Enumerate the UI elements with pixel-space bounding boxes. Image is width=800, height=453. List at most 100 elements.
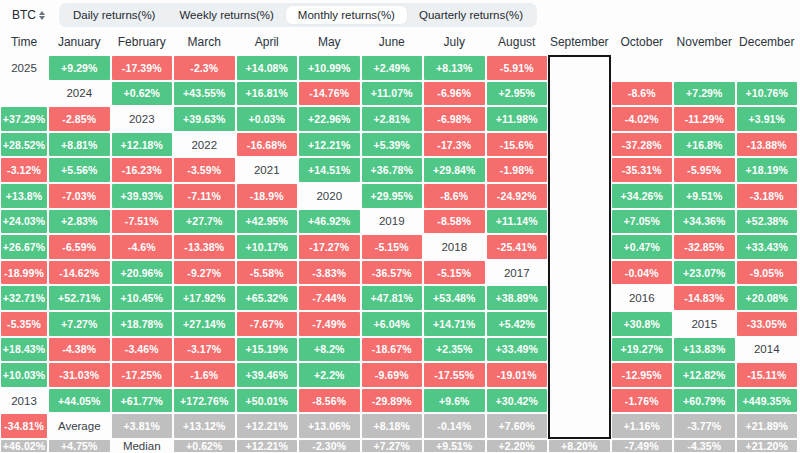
return-cell-2013-october: +60.79% (674, 389, 735, 413)
column-header-june: June (361, 28, 424, 55)
row-label-2024: 2024 (48, 81, 111, 107)
return-cell-2018-august: -9.27% (174, 261, 235, 285)
return-cell-2018-december: -5.15% (424, 261, 485, 285)
return-cell-2020-february: -8.6% (424, 184, 485, 208)
column-header-october: October (611, 28, 674, 55)
return-cell-2020-august: +2.83% (49, 210, 110, 234)
return-cell-2018-april: +33.43% (737, 235, 798, 259)
return-cell-average-february: +13.12% (174, 414, 235, 438)
return-cell-median-august: -7.49% (612, 440, 673, 452)
column-header-april: April (236, 28, 299, 55)
return-cell-median-february: +12.21% (237, 440, 298, 452)
return-cell-2016-january: -14.83% (674, 286, 735, 310)
return-cell-2017-january: -0.04% (612, 261, 673, 285)
tab-quarterly-returns[interactable]: Quarterly returns(%) (407, 6, 535, 24)
return-cell-2015-april: -3.46% (112, 338, 173, 362)
column-header-may: May (298, 28, 361, 55)
return-cell-2021-february: +36.78% (362, 158, 423, 182)
tab-daily-returns[interactable]: Daily returns(%) (61, 6, 167, 24)
return-cell-2015-march: -4.38% (49, 338, 110, 362)
return-cell-2019-june: +26.67% (1, 235, 47, 259)
return-cell-average-may: +8.18% (362, 414, 423, 438)
highlighted-column-box (548, 55, 611, 439)
return-cell-2020-april: +34.26% (612, 184, 673, 208)
return-cell-2020-december: +46.92% (299, 210, 360, 234)
return-cell-2021-may: -35.31% (612, 158, 673, 182)
return-cell-2022-february: +12.21% (299, 133, 360, 157)
return-cell-2016-july: -7.67% (237, 312, 298, 336)
return-cell-2020-september: -7.51% (112, 210, 173, 234)
return-cell-2023-may: -6.98% (424, 107, 485, 131)
return-cell-2024-october: +10.76% (737, 82, 798, 106)
time-column-header: Time (0, 28, 48, 55)
row-label-2021: 2021 (236, 157, 299, 183)
return-cell-2013-february: +61.77% (112, 389, 173, 413)
return-cell-2023-april: +2.81% (362, 107, 423, 131)
column-header-september: September (548, 28, 611, 55)
empty-cell (674, 56, 735, 80)
tab-monthly-returns[interactable]: Monthly returns(%) (286, 6, 407, 24)
return-cell-2022-december: -3.59% (174, 158, 235, 182)
return-cell-2017-june: +10.45% (112, 286, 173, 310)
return-cell-2015-november: +19.27% (612, 338, 673, 362)
return-cell-average-august: +1.16% (612, 414, 673, 438)
empty-cell (1, 82, 47, 106)
tab-weekly-returns[interactable]: Weekly returns(%) (167, 6, 285, 24)
return-cell-2017-march: -9.05% (737, 261, 798, 285)
row-label-2014: 2014 (736, 337, 799, 363)
return-cell-2016-november: +5.42% (487, 312, 548, 336)
row-label-median: Median (111, 439, 174, 453)
return-cell-2024-may: +11.07% (362, 82, 423, 106)
return-cell-2022-august: -13.88% (737, 133, 798, 157)
returns-grid: TimeJanuaryFebruaryMarchAprilMayJuneJuly… (0, 28, 800, 453)
return-cell-2024-february: +43.55% (174, 82, 235, 106)
return-cell-2013-november: +449.35% (737, 389, 798, 413)
return-cell-2024-march: +16.81% (237, 82, 298, 106)
return-cell-2023-february: +0.03% (237, 107, 298, 131)
row-label-2017: 2017 (486, 260, 549, 286)
return-cell-2025-january: +9.29% (49, 56, 110, 80)
return-cell-2023-march: +22.96% (299, 107, 360, 131)
return-cell-2021-june: -5.95% (674, 158, 735, 182)
return-cell-2018-june: -14.62% (49, 261, 110, 285)
toolbar: BTC Daily returns(%)Weekly returns(%)Mon… (0, 0, 800, 28)
symbol-select[interactable]: BTC (8, 5, 49, 25)
return-cell-median-april: +7.27% (362, 440, 423, 452)
return-cell-2015-june: +15.19% (237, 338, 298, 362)
symbol-select-value: BTC (12, 8, 36, 22)
return-cell-2024-november: +37.29% (1, 107, 47, 131)
column-header-december: December (736, 28, 799, 55)
return-cell-2016-october: +14.71% (424, 312, 485, 336)
return-cell-2016-december: +30.8% (612, 312, 673, 336)
row-label-2020: 2020 (298, 183, 361, 209)
return-cell-2023-november: +8.81% (49, 133, 110, 157)
return-cell-average-june: -0.14% (424, 414, 485, 438)
return-cell-2020-may: +9.51% (674, 184, 735, 208)
return-cell-2021-november: -7.11% (174, 184, 235, 208)
return-cell-2025-may: +10.99% (299, 56, 360, 80)
return-cell-2015-july: +8.2% (299, 338, 360, 362)
column-header-january: January (48, 28, 111, 55)
return-cell-2017-may: +52.71% (49, 286, 110, 310)
return-cell-2022-june: -37.28% (612, 133, 673, 157)
return-cell-2014-january: +10.03% (1, 363, 47, 387)
return-cell-median-may: +9.51% (424, 440, 485, 452)
return-cell-average-january: +3.81% (112, 414, 173, 438)
return-cell-2025-february: -17.39% (112, 56, 173, 80)
return-cell-2016-september: +6.04% (362, 312, 423, 336)
return-cell-2024-december: -2.85% (49, 107, 110, 131)
return-cell-2021-july: +18.19% (737, 158, 798, 182)
return-cell-2019-december: -5.15% (362, 235, 423, 259)
return-cell-2013-august: +30.42% (487, 389, 548, 413)
column-header-november: November (673, 28, 736, 55)
return-cell-2013-june: -29.89% (362, 389, 423, 413)
return-cell-average-november: +46.02% (1, 440, 47, 452)
column-header-july: July (423, 28, 486, 55)
return-cell-2018-july: +20.96% (112, 261, 173, 285)
return-cell-2013-april: +50.01% (237, 389, 298, 413)
return-cell-median-january: +0.62% (174, 440, 235, 452)
return-cell-2014-september: -19.01% (487, 363, 548, 387)
return-cell-2024-january: +0.62% (112, 82, 173, 106)
return-cell-2019-november: -17.27% (299, 235, 360, 259)
return-cell-2024-august: -8.6% (612, 82, 673, 106)
